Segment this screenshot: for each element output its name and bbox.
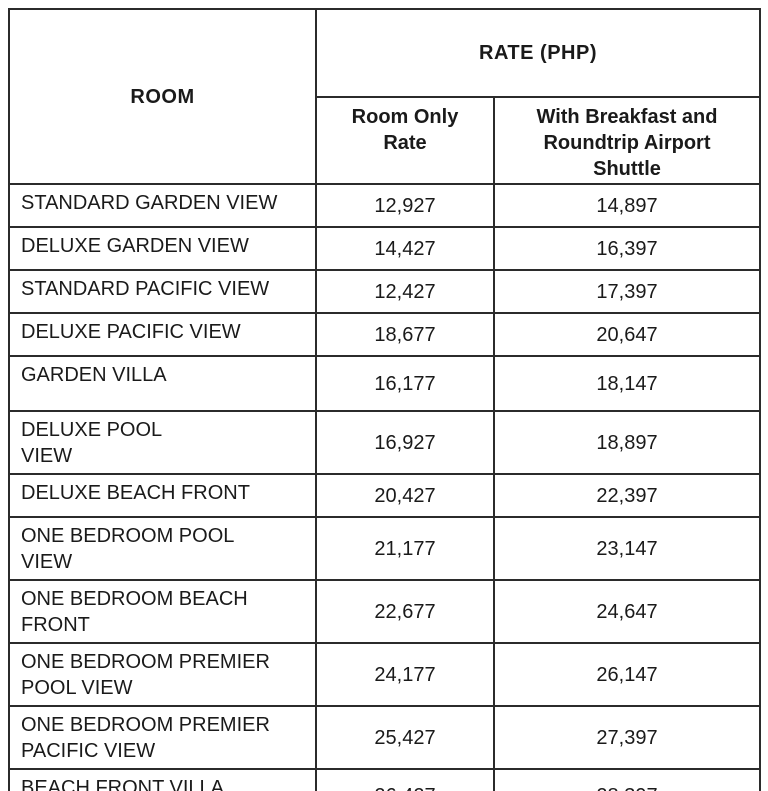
room-only-rate-cell: 25,427 — [315, 705, 495, 770]
room-name-cell: DELUXE POOL VIEW — [8, 410, 317, 475]
table-row: STANDARD GARDEN VIEW 12,927 14,897 — [8, 183, 761, 228]
room-name-cell: DELUXE PACIFIC VIEW — [8, 312, 317, 357]
table-row: GARDEN VILLA 16,177 18,147 — [8, 355, 761, 412]
rate-group-header: RATE (PHP) — [315, 8, 761, 98]
with-breakfast-rate-cell: 27,397 — [493, 705, 761, 770]
with-breakfast-column-header: With Breakfast and Roundtrip Airport Shu… — [493, 96, 761, 185]
room-rates-table: ROOM RATE (PHP) Room Only Rate With Brea… — [8, 8, 761, 791]
table-row: DELUXE POOL VIEW 16,927 18,897 — [8, 410, 761, 475]
with-breakfast-rate-cell: 26,147 — [493, 642, 761, 707]
with-breakfast-rate-cell: 23,147 — [493, 516, 761, 581]
room-only-rate-cell: 16,927 — [315, 410, 495, 475]
header-sub-row: Room Only Rate With Breakfast and Roundt… — [9, 96, 761, 185]
room-name-cell: DELUXE BEACH FRONT — [8, 473, 317, 518]
with-breakfast-rate-cell: 18,147 — [493, 355, 761, 412]
room-only-rate-cell: 26,427 — [315, 768, 495, 791]
room-name-cell: ONE BEDROOM PREMIER PACIFIC VIEW — [8, 705, 317, 770]
with-breakfast-rate-cell: 18,897 — [493, 410, 761, 475]
room-only-rate-cell: 16,177 — [315, 355, 495, 412]
table-row: DELUXE GARDEN VIEW 14,427 16,397 — [8, 226, 761, 271]
room-name-cell: BEACH FRONT VILLA — [8, 768, 317, 791]
with-breakfast-rate-cell: 24,647 — [493, 579, 761, 644]
room-name-cell: GARDEN VILLA — [8, 355, 317, 412]
room-only-rate-cell: 12,427 — [315, 269, 495, 314]
room-only-rate-cell: 12,927 — [315, 183, 495, 228]
room-only-rate-cell: 21,177 — [315, 516, 495, 581]
table-row: DELUXE PACIFIC VIEW 18,677 20,647 — [8, 312, 761, 357]
room-name-cell: ONE BEDROOM PREMIER POOL VIEW — [8, 642, 317, 707]
header-group-row: ROOM RATE (PHP) — [8, 8, 761, 185]
table-row: STANDARD PACIFIC VIEW 12,427 17,397 — [8, 269, 761, 314]
room-name-cell: ONE BEDROOM POOL VIEW — [8, 516, 317, 581]
table-body: STANDARD GARDEN VIEW 12,927 14,897 DELUX… — [8, 183, 761, 791]
table-row: ONE BEDROOM BEACH FRONT 22,677 24,647 — [8, 579, 761, 644]
room-only-rate-cell: 24,177 — [315, 642, 495, 707]
room-name-cell: STANDARD PACIFIC VIEW — [8, 269, 317, 314]
with-breakfast-rate-cell: 20,647 — [493, 312, 761, 357]
with-breakfast-rate-cell: 17,397 — [493, 269, 761, 314]
room-only-rate-cell: 14,427 — [315, 226, 495, 271]
room-only-rate-cell: 18,677 — [315, 312, 495, 357]
room-only-rate-cell: 20,427 — [315, 473, 495, 518]
with-breakfast-rate-cell: 22,397 — [493, 473, 761, 518]
table-row: BEACH FRONT VILLA 26,427 28,397 — [8, 768, 761, 791]
room-name-cell: DELUXE GARDEN VIEW — [8, 226, 317, 271]
room-only-rate-cell: 22,677 — [315, 579, 495, 644]
table-header: ROOM RATE (PHP) Room Only Rate With Brea… — [8, 8, 761, 185]
table-row: ONE BEDROOM PREMIER PACIFIC VIEW 25,427 … — [8, 705, 761, 770]
with-breakfast-rate-cell: 16,397 — [493, 226, 761, 271]
room-only-rate-column-header: Room Only Rate — [315, 96, 495, 185]
table-row: DELUXE BEACH FRONT 20,427 22,397 — [8, 473, 761, 518]
table-row: ONE BEDROOM POOL VIEW 21,177 23,147 — [8, 516, 761, 581]
room-name-cell: STANDARD GARDEN VIEW — [8, 183, 317, 228]
table-row: ONE BEDROOM PREMIER POOL VIEW 24,177 26,… — [8, 642, 761, 707]
room-name-cell: ONE BEDROOM BEACH FRONT — [8, 579, 317, 644]
with-breakfast-rate-cell: 14,897 — [493, 183, 761, 228]
with-breakfast-rate-cell: 28,397 — [493, 768, 761, 791]
room-column-header: ROOM — [8, 8, 317, 185]
